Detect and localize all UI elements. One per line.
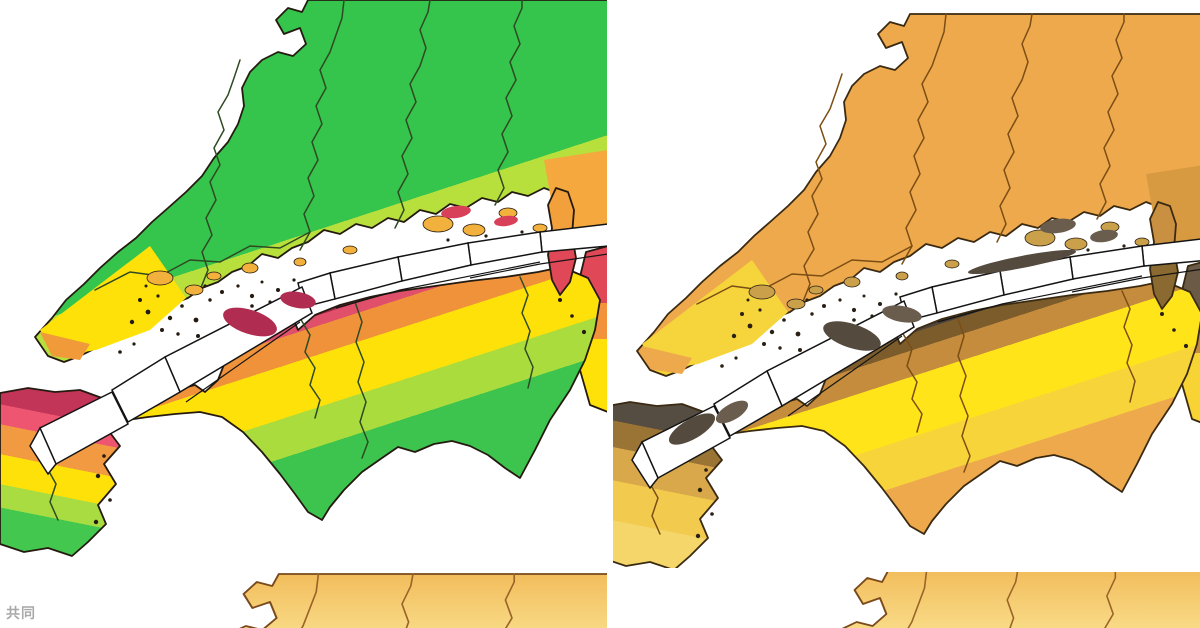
prefecture-borders (641, 13, 1136, 535)
coast-dark-spot (1040, 218, 1076, 234)
yamaguchi-orange-zone (40, 332, 90, 360)
map-panel-top-right (613, 13, 1200, 568)
fault-segment-boxes (631, 238, 1200, 490)
shikoku-dark-spot (823, 321, 881, 351)
prefecture-borders (907, 572, 1117, 628)
yamaguchi-orange-zone (642, 346, 692, 374)
coast-red-spot (494, 215, 518, 227)
coast-red-spot (441, 205, 471, 219)
geo-template (841, 572, 1200, 628)
geo-template (239, 573, 607, 628)
map-panel-top-left (0, 0, 607, 557)
map-panel-bottom-left (239, 573, 607, 628)
shikoku-crimson-spot (223, 307, 277, 337)
honshu-landmass (239, 573, 607, 628)
fault-end-dark-spot (715, 400, 749, 424)
geo-template (613, 13, 1200, 568)
inland-sea-islands (91, 207, 587, 525)
east-coast-orange-zone (544, 150, 607, 235)
prefecture-borders (300, 573, 516, 628)
prefecture-borders (39, 0, 534, 521)
coast-dark-spot (1090, 229, 1118, 243)
geo-template (0, 0, 607, 557)
shikoku-dark-spot (882, 305, 922, 323)
coast-dark-strip (967, 249, 1077, 275)
map-panel-bottom-right (841, 572, 1200, 628)
kyodo-watermark: 共同 (6, 605, 36, 621)
east-coast-orange-zone (1146, 165, 1200, 248)
fault-end-dark-spot (668, 413, 716, 445)
shikoku-crimson-spot (280, 291, 316, 309)
